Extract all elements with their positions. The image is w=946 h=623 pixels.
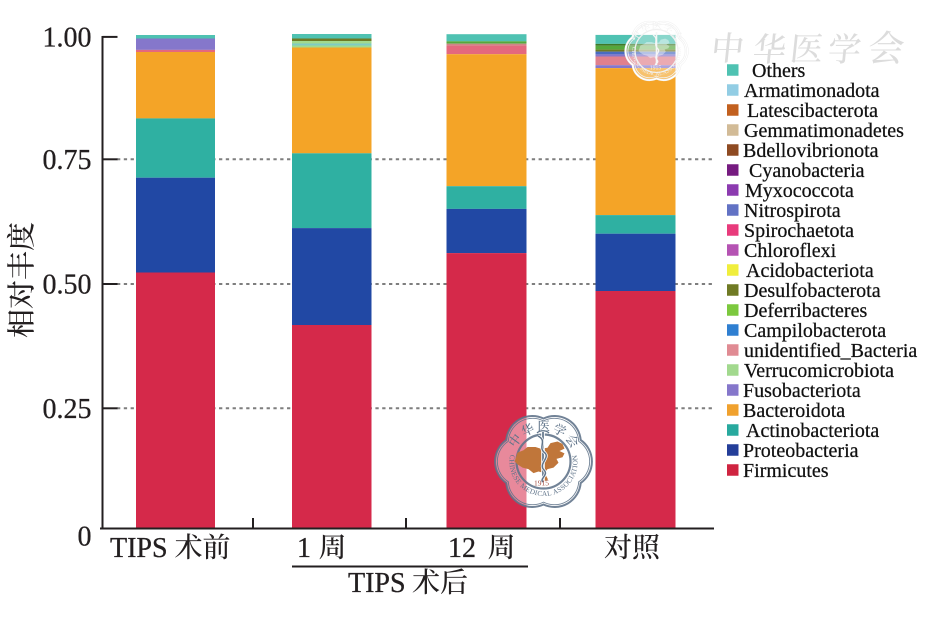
svg-text:0.50: 0.50 [43, 270, 92, 301]
svg-text:1.00: 1.00 [43, 22, 92, 53]
svg-text:Myxococcota: Myxococcota [745, 180, 854, 202]
svg-text:0.75: 0.75 [43, 145, 92, 176]
svg-text:Deferribacteres: Deferribacteres [744, 300, 867, 322]
svg-text:Chloroflexi: Chloroflexi [744, 240, 837, 262]
svg-text:12: 12 [448, 533, 476, 564]
svg-text:Bdellovibrionota: Bdellovibrionota [743, 140, 879, 162]
svg-text:Fusobacteriota: Fusobacteriota [743, 380, 861, 402]
svg-text:Verrucomicrobiota: Verrucomicrobiota [744, 360, 894, 382]
svg-text:TIPS: TIPS [110, 533, 168, 564]
svg-text:Campilobacterota: Campilobacterota [744, 320, 886, 342]
svg-text:Armatimonadota: Armatimonadota [744, 80, 880, 102]
svg-text:Others: Others [752, 60, 806, 82]
svg-text:unidentified_Bacteria: unidentified_Bacteria [744, 340, 917, 362]
svg-text:Bacteroidota: Bacteroidota [743, 400, 845, 422]
svg-text:TIPS: TIPS [348, 568, 406, 599]
svg-text:Nitrospirota: Nitrospirota [744, 200, 841, 222]
svg-text:0: 0 [78, 521, 92, 552]
svg-text:1915: 1915 [534, 479, 549, 488]
svg-text:1: 1 [297, 533, 311, 564]
svg-text:Proteobacteria: Proteobacteria [743, 440, 859, 462]
svg-text:Gemmatimonadetes: Gemmatimonadetes [744, 120, 904, 142]
svg-text:Desulfobacterota: Desulfobacterota [744, 280, 881, 302]
svg-text:Spirochaetota: Spirochaetota [744, 220, 854, 242]
svg-text:Actinobacteriota: Actinobacteriota [746, 420, 879, 442]
svg-text:Firmicutes: Firmicutes [743, 460, 829, 482]
svg-text:Cyanobacteria: Cyanobacteria [749, 160, 865, 182]
svg-text:0.25: 0.25 [43, 394, 92, 425]
svg-text:1915: 1915 [650, 66, 662, 72]
svg-text:Acidobacteriota: Acidobacteriota [746, 260, 874, 282]
svg-text:Latescibacterota: Latescibacterota [747, 100, 878, 122]
